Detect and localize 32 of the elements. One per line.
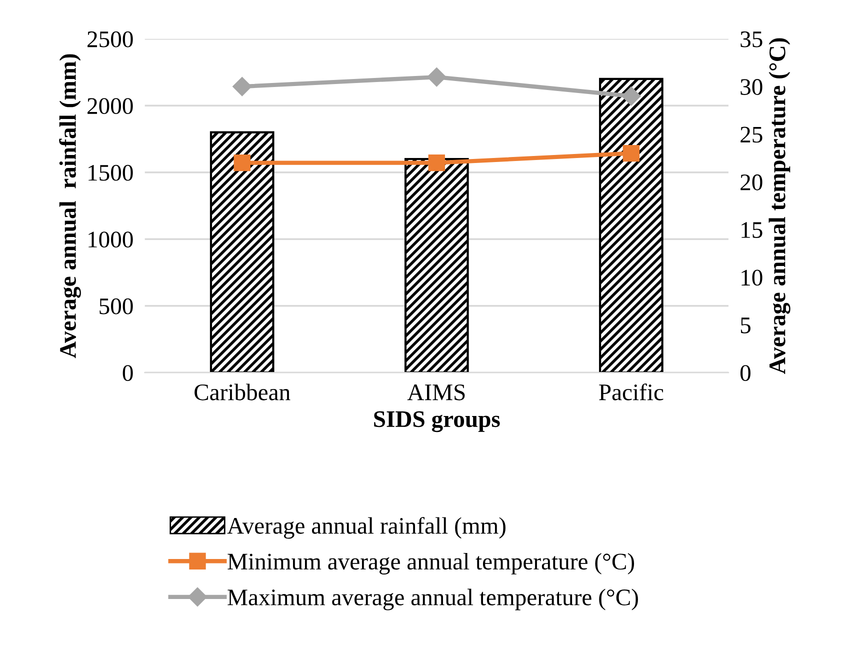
y2-tick-label: 0 (740, 365, 750, 382)
bar (210, 131, 274, 373)
point (234, 154, 250, 172)
y2-tick-label: 15 (742, 222, 762, 238)
legend-label: Maximum average annual temperature (°C) (228, 588, 638, 610)
point (622, 144, 640, 162)
y2-tick-label: 35 (740, 31, 762, 48)
x-tick-label: Pacific (599, 383, 664, 400)
y2-tick-label: 20 (740, 174, 762, 190)
point (232, 77, 252, 96)
y-tick-label: 0 (122, 365, 133, 382)
y2-tick-label: 25 (740, 126, 762, 143)
y2-tick-label: 30 (740, 79, 762, 95)
y2-axis-title: Average annual temperature (°C) (768, 38, 790, 374)
y-axis-title: Average annual rainfall (mm) (59, 54, 81, 358)
y-tick-label: 2000 (88, 98, 133, 114)
point (427, 67, 446, 87)
legend-label: Average annual rainfall (mm) (227, 516, 506, 539)
y2-tick-label: 10 (742, 270, 762, 286)
y-tick-label: 1000 (88, 232, 133, 248)
x-tick-label: Caribbean (194, 384, 290, 400)
legend-label: Minimum average annual temperature (°C) (228, 553, 634, 574)
point (622, 86, 641, 106)
y-tick-label: 500 (100, 298, 133, 314)
y-tick-label: 2500 (88, 31, 133, 48)
bar (404, 158, 469, 373)
x-tick-label: AIMS (407, 384, 465, 400)
y-tick-label: 1500 (88, 164, 133, 181)
bar (599, 78, 664, 373)
x-axis-title: SIDS groups (374, 411, 500, 432)
point (428, 154, 445, 172)
y2-tick-label: 5 (740, 318, 750, 334)
